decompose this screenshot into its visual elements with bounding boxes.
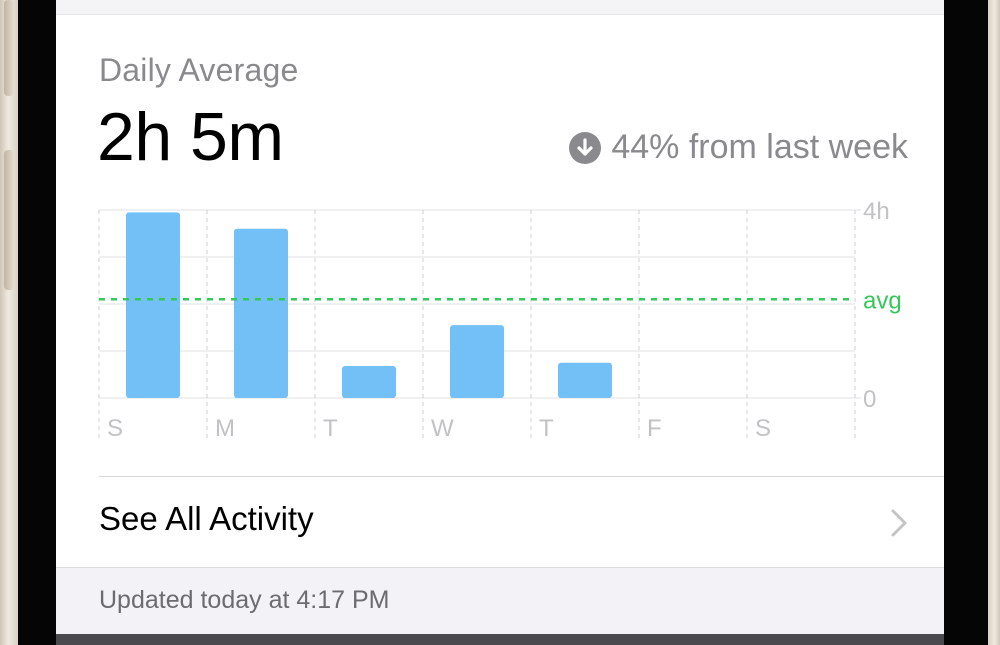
x-tick-label: T xyxy=(539,415,554,442)
footer-separator xyxy=(56,567,944,568)
bezel-right xyxy=(944,0,988,645)
bar-3 xyxy=(450,325,504,398)
weekly-change: 44% from last week xyxy=(569,128,908,167)
daily-average-label: Daily Average xyxy=(99,52,299,88)
top-separator xyxy=(56,14,944,15)
bar-2 xyxy=(342,366,396,398)
chart-divider xyxy=(99,476,944,477)
daily-average-card: Daily Average 2h 5m 44% from last week S… xyxy=(56,0,944,567)
chevron-right-icon[interactable] xyxy=(890,508,908,538)
x-tick-label: M xyxy=(215,415,235,442)
x-tick-label: S xyxy=(107,415,123,442)
bezel-left xyxy=(18,0,56,645)
daily-average-value: 2h 5m xyxy=(97,99,284,175)
previous-section xyxy=(56,0,944,14)
weekly-change-text: 44% from last week xyxy=(611,128,908,166)
y-tick-label: 4h xyxy=(863,198,890,225)
arrow-down-circle-icon xyxy=(569,131,602,164)
updated-timestamp: Updated today at 4:17 PM xyxy=(99,586,390,614)
usage-bar-chart[interactable]: S M T W T F S 4h 0 avg xyxy=(56,190,944,450)
bar-4 xyxy=(558,362,612,398)
x-tick-label: T xyxy=(323,415,338,442)
x-tick-label: W xyxy=(431,415,454,442)
phone-frame-right xyxy=(988,0,1000,645)
average-label: avg xyxy=(863,287,902,314)
x-tick-label: S xyxy=(755,415,771,442)
x-tick-label: F xyxy=(647,415,662,442)
screen: Daily Average 2h 5m 44% from last week S… xyxy=(56,0,944,645)
phone-frame-left xyxy=(0,0,18,645)
volume-button xyxy=(4,150,14,290)
bar-0 xyxy=(126,212,180,398)
next-section-edge xyxy=(56,634,944,645)
bar-1 xyxy=(234,228,288,398)
see-all-activity-button[interactable]: See All Activity xyxy=(99,500,314,537)
y-tick-label: 0 xyxy=(863,386,876,413)
side-button xyxy=(4,0,14,96)
